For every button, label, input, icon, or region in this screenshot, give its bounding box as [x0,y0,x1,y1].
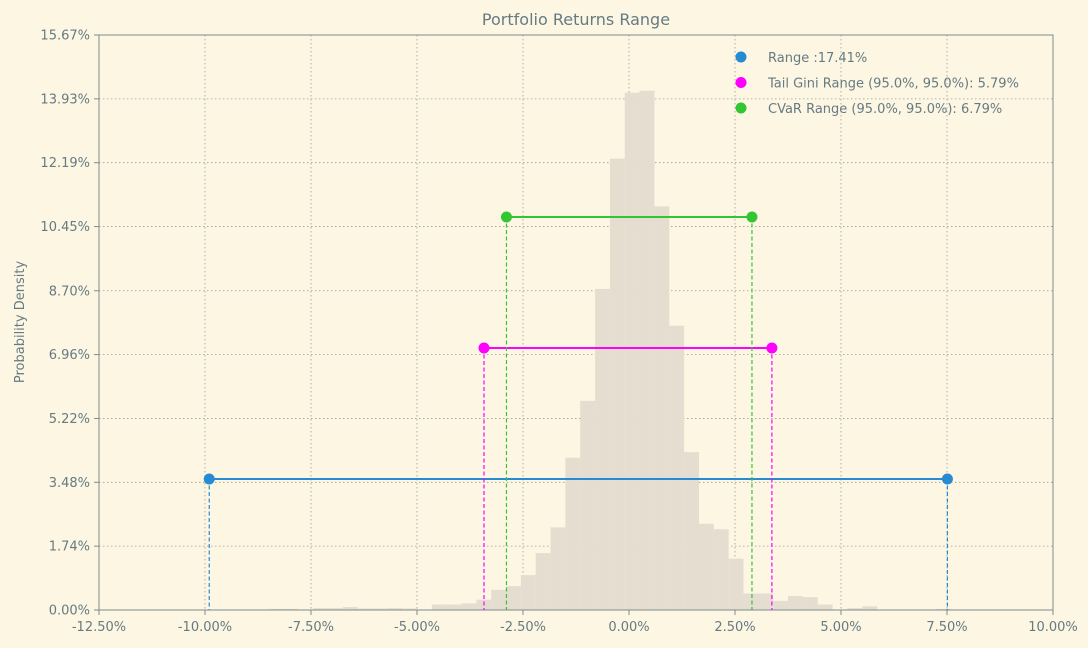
range-endpoint-marker [203,473,215,485]
legend-marker [735,51,747,63]
y-tick-label: 13.93% [40,92,90,107]
range-series [203,211,953,610]
histogram-bar [698,523,714,610]
y-tick-label: 3.48% [49,476,90,491]
histogram-bar [773,600,788,610]
legend: Range :17.41% Tail Gini Range (95.0%, 95.… [735,51,1019,117]
x-tick-label: -7.50% [288,620,334,635]
histogram-bar [609,158,625,611]
histogram-bar [402,608,417,610]
y-tick-label: 5.22% [49,412,90,427]
histogram-bar [506,586,521,610]
histogram-bar [357,608,373,610]
histogram-bar [565,457,581,610]
x-tick-label: 5.00% [820,620,861,635]
histogram-bar [520,575,536,610]
x-tick-label: -5.00% [394,620,440,635]
y-tick-label: 10.45% [40,220,90,235]
histogram-bar [624,92,640,610]
histogram-bar [491,589,507,610]
axes [94,34,1054,615]
histogram-bar [802,597,818,610]
histogram-bar [817,604,833,610]
histogram-bar [431,604,447,610]
histogram-bar [669,325,685,610]
histogram-bar [847,608,863,610]
histogram-bar [535,553,551,610]
y-axis-title: Probability Density [13,261,28,384]
range-endpoint-marker [478,342,490,354]
histogram-bar [713,529,729,610]
y-tick-label: 6.96% [49,348,90,363]
histogram-bar [268,608,284,610]
y-tick-label: 0.00% [49,604,90,619]
histogram-bar [862,606,878,610]
range-endpoint-marker [746,211,758,223]
histogram-bar [387,608,403,610]
y-tick-label: 1.74% [49,540,90,555]
histogram-bar [461,603,477,610]
histogram-bar [936,608,952,610]
legend-label: Tail Gini Range (95.0%, 95.0%): 5.79% [767,77,1019,92]
x-tick-label: 2.50% [714,620,755,635]
legend-marker [735,102,747,114]
chart-title: Portfolio Returns Range [482,10,670,29]
histogram-bar [758,593,774,610]
legend-marker [735,77,747,88]
tick-labels: -12.50% -10.00% -7.50% -5.00% -2.50% 0.00% 2.5… [40,29,1077,636]
histogram-bar [788,596,803,610]
histogram-bar [342,607,358,610]
range-endpoint-marker [766,342,778,354]
y-tick-label: 15.67% [40,29,90,44]
histogram-bars [268,90,952,611]
legend-label: CVaR Range (95.0%, 95.0%): 6.79% [768,102,1002,117]
histogram-bar [728,558,744,610]
x-tick-label: -12.50% [72,620,126,635]
histogram-bar [684,452,699,610]
x-tick-label: 0.00% [608,620,649,635]
histogram-bar [639,90,655,610]
histogram-bar [580,400,596,610]
histogram-bar [283,608,299,610]
histogram-bar [327,608,343,610]
legend-label: Range :17.41% [768,51,867,66]
range-endpoint-marker [941,473,953,485]
y-tick-label: 8.70% [49,284,90,299]
x-tick-label: 7.50% [926,620,967,635]
histogram-bar [313,608,328,610]
y-tick-label: 12.19% [40,156,90,171]
histogram-bar [654,206,670,610]
histogram-bar [372,608,388,610]
histogram-bar [595,288,610,610]
x-tick-label: -2.50% [500,620,546,635]
x-tick-label: -10.00% [178,620,232,635]
histogram-bar [550,527,566,610]
histogram-bar [446,604,462,610]
histogram-bar [743,593,759,610]
x-tick-label: 10.00% [1028,620,1078,635]
plot-frame [98,34,1054,611]
range-endpoint-marker [500,211,512,223]
